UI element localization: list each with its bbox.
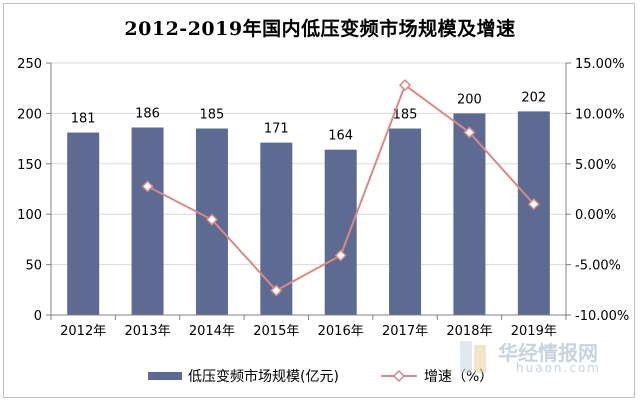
bar <box>67 132 100 315</box>
chart-title: 2012-2019年国内低压变频市场规模及增速 <box>124 18 516 40</box>
y-right-tick-label: 15.00% <box>575 57 625 72</box>
x-tick-label: 2016年 <box>318 324 364 339</box>
bar <box>453 113 486 316</box>
growth-point <box>141 180 154 193</box>
y-left-tick-label: 0 <box>34 309 42 324</box>
legend-swatch-bar <box>148 372 182 380</box>
y-right-tick-label: 0.00% <box>575 208 616 223</box>
watermark-text-cn: 华经情报网 <box>498 341 598 365</box>
growth-point <box>399 79 412 92</box>
watermark-logo-icon <box>460 341 486 373</box>
y-right-tick-label: 5.00% <box>575 158 616 173</box>
bar-data-label: 164 <box>328 129 353 144</box>
growth-point <box>334 249 347 262</box>
bar <box>131 127 164 316</box>
bar-data-label: 200 <box>457 92 482 107</box>
x-tick-label: 2017年 <box>382 324 428 339</box>
y-right-tick-label: -10.00% <box>575 309 629 324</box>
growth-point <box>527 198 540 211</box>
y-left-tick-label: 250 <box>17 57 42 72</box>
watermark-text-en: huaon.com <box>516 361 601 375</box>
bar-data-label: 186 <box>135 107 160 122</box>
y-left-tick-label: 50 <box>25 259 42 274</box>
bar <box>324 149 357 315</box>
x-tick-label: 2019年 <box>511 324 557 339</box>
x-tick-label: 2014年 <box>189 324 235 339</box>
bar <box>517 111 550 315</box>
bar-data-label: 185 <box>200 108 225 123</box>
bar <box>389 128 422 315</box>
y-left-tick-label: 150 <box>17 158 42 173</box>
y-right-tick-label: -5.00% <box>575 259 621 274</box>
y-left-tick-label: 100 <box>17 208 42 223</box>
x-tick-label: 2015年 <box>253 324 299 339</box>
bar-data-label: 171 <box>264 122 289 137</box>
x-tick-label: 2018年 <box>446 324 492 339</box>
bar-data-label: 202 <box>521 90 546 105</box>
x-tick-label: 2012年 <box>60 324 106 339</box>
legend-label-bar: 低压变频市场规模(亿元) <box>188 369 339 385</box>
x-tick-label: 2013年 <box>125 324 171 339</box>
bar-data-label: 185 <box>393 108 418 123</box>
bar-data-label: 181 <box>71 112 96 127</box>
growth-point <box>270 284 283 297</box>
watermark: 华经情报网 huaon.com <box>456 337 626 381</box>
legend-swatch-line <box>381 369 417 383</box>
growth-point <box>205 213 218 226</box>
legend-item-bar: 低压变频市场规模(亿元) <box>148 364 339 388</box>
y-right-tick-label: 10.00% <box>575 107 625 122</box>
growth-point <box>463 126 476 139</box>
y-left-tick-label: 200 <box>17 107 42 122</box>
